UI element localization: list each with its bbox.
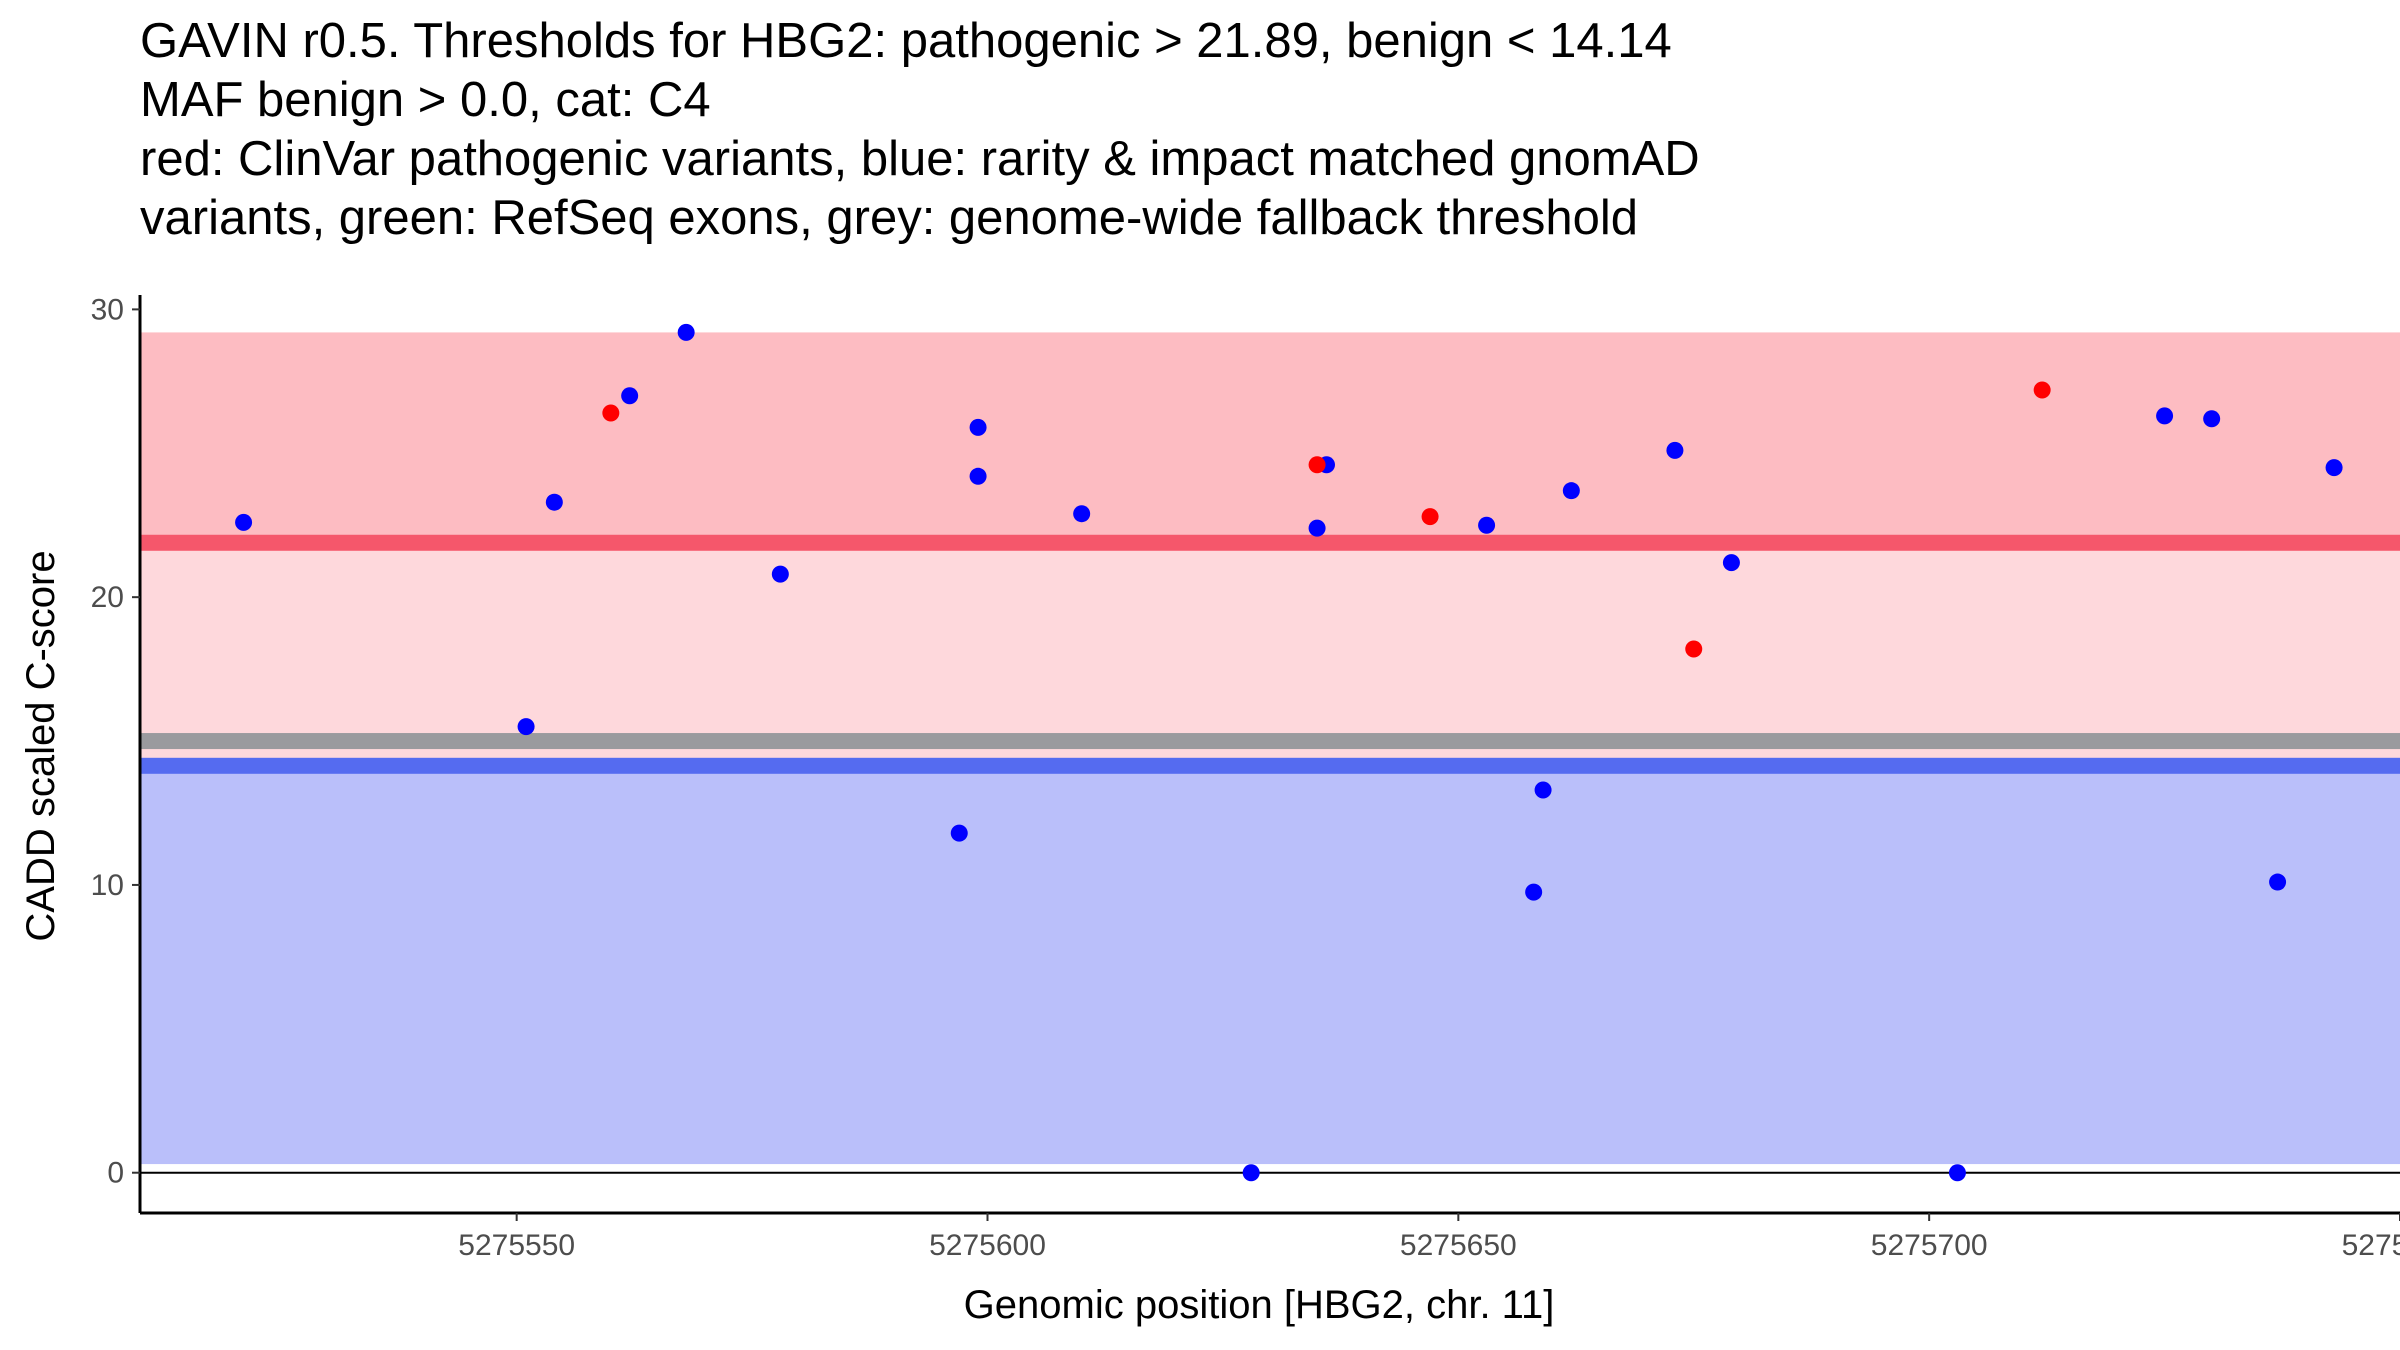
gnomad-point — [2269, 873, 2287, 891]
gnomad-point — [771, 565, 789, 583]
title-line-1: GAVIN r0.5. Thresholds for HBG2: pathoge… — [140, 14, 1672, 68]
title-line-3: red: ClinVar pathogenic variants, blue: … — [140, 132, 1700, 186]
gnomad-point — [950, 824, 968, 842]
clinvar-point — [2033, 381, 2051, 399]
gnomad-point — [1242, 1164, 1260, 1182]
y-axis-title: CADD scaled C-score — [19, 550, 63, 941]
title-line-4: variants, green: RefSeq exons, grey: gen… — [140, 191, 1639, 245]
x-tick-label: 5275550 — [458, 1229, 575, 1262]
clinvar-point — [1421, 508, 1439, 526]
y-tick-label: 0 — [107, 1157, 124, 1190]
gnomad-point — [1666, 441, 1684, 459]
gnomad-point — [1948, 1164, 1966, 1182]
benign-threshold — [140, 757, 2400, 774]
pathogenic-region — [140, 332, 2400, 543]
gnomad-point — [2156, 407, 2174, 425]
gnomad-point — [621, 387, 639, 405]
gnomad-point — [1478, 516, 1496, 534]
x-tick-label: 5275750 — [2342, 1229, 2400, 1262]
gnomad-point — [2203, 410, 2221, 428]
title-line-2: MAF benign > 0.0, cat: C4 — [140, 73, 711, 127]
gnomad-point — [1525, 883, 1543, 901]
gnomad-point — [545, 493, 563, 511]
clinvar-point — [1685, 640, 1703, 658]
gnomad-point — [517, 718, 535, 736]
gnomad-point — [969, 418, 987, 436]
fallback-threshold — [140, 733, 2400, 750]
benign-region — [140, 765, 2400, 1165]
gnomad-point — [677, 323, 695, 341]
gnomad-point — [1722, 554, 1740, 572]
y-tick-label: 20 — [91, 581, 124, 614]
clinvar-point — [602, 404, 620, 422]
gnomad-point — [1308, 519, 1326, 537]
gnomad-point — [1073, 505, 1091, 523]
pathogenic-threshold — [140, 534, 2400, 551]
x-tick-label: 5275600 — [929, 1229, 1046, 1262]
gnomad-point — [969, 467, 987, 485]
gnomad-point — [1562, 482, 1580, 500]
y-tick-label: 30 — [91, 293, 124, 326]
x-axis-title: Genomic position [HBG2, chr. 11] — [964, 1283, 1555, 1327]
gnomad-point — [1534, 781, 1552, 799]
gnomad-point — [235, 513, 253, 531]
x-tick-label: 5275650 — [1400, 1229, 1517, 1262]
chart-title: GAVIN r0.5. Thresholds for HBG2: pathoge… — [140, 12, 1700, 248]
y-tick-label: 10 — [91, 869, 124, 902]
intermediate-region — [140, 542, 2400, 766]
gnomad-point — [2325, 459, 2343, 477]
x-tick-label: 5275700 — [1871, 1229, 1988, 1262]
clinvar-point — [1308, 456, 1326, 474]
